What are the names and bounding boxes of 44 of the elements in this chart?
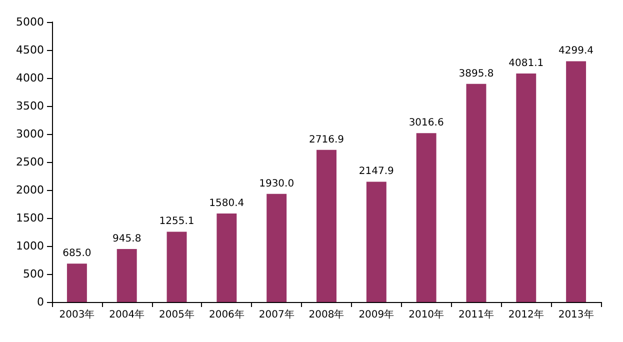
bar: [316, 150, 336, 302]
bar: [216, 214, 237, 302]
x-tick-label: 2003年: [59, 308, 95, 320]
data-label: 1255.1: [159, 216, 194, 228]
data-label: 685.0: [62, 248, 92, 260]
x-tick-label: 2011年: [458, 308, 494, 320]
y-tick-label: 3000: [16, 128, 44, 140]
data-label: 3895.8: [458, 68, 494, 80]
data-label: 2716.9: [309, 134, 344, 146]
x-tick-label: 2004年: [109, 308, 145, 320]
bar: [566, 61, 586, 302]
data-label: 2147.9: [358, 166, 394, 178]
x-tick-label: 2012年: [508, 308, 544, 320]
bar: [166, 232, 187, 302]
y-tick-label: 5000: [16, 16, 44, 28]
y-tick-label: 1500: [16, 212, 44, 224]
data-label: 1580.4: [209, 198, 244, 209]
x-tick-label: 2008年: [308, 308, 344, 320]
bar: [416, 133, 436, 302]
bar: [516, 73, 536, 302]
data-label: 3016.6: [408, 118, 444, 129]
x-tick-label: 2013年: [558, 308, 594, 320]
bar: [116, 249, 137, 302]
y-tick-label: 4000: [16, 72, 44, 84]
data-label: 945.8: [112, 234, 142, 245]
data-label: 4081.1: [508, 58, 544, 69]
bar: [366, 182, 386, 302]
x-tick-label: 2006年: [208, 308, 244, 320]
y-tick-label: 2000: [16, 184, 44, 196]
data-label: 4299.4: [558, 46, 594, 57]
x-tick-label: 2010年: [408, 308, 444, 320]
bar: [66, 264, 87, 302]
y-tick-label: 1000: [16, 240, 44, 252]
y-tick-label: 3500: [16, 100, 44, 112]
x-tick-label: 2005年: [159, 308, 194, 320]
data-label: 1930.0: [259, 178, 294, 190]
bar: [266, 194, 287, 302]
y-tick-label: 2500: [16, 156, 44, 168]
y-tick-label: 4500: [16, 44, 44, 56]
y-tick-label: 0: [37, 296, 44, 308]
x-tick-label: 2007年: [258, 308, 294, 320]
x-tick-label: 2009年: [358, 308, 394, 320]
y-tick-label: 500: [23, 268, 44, 280]
bar: [466, 84, 486, 302]
